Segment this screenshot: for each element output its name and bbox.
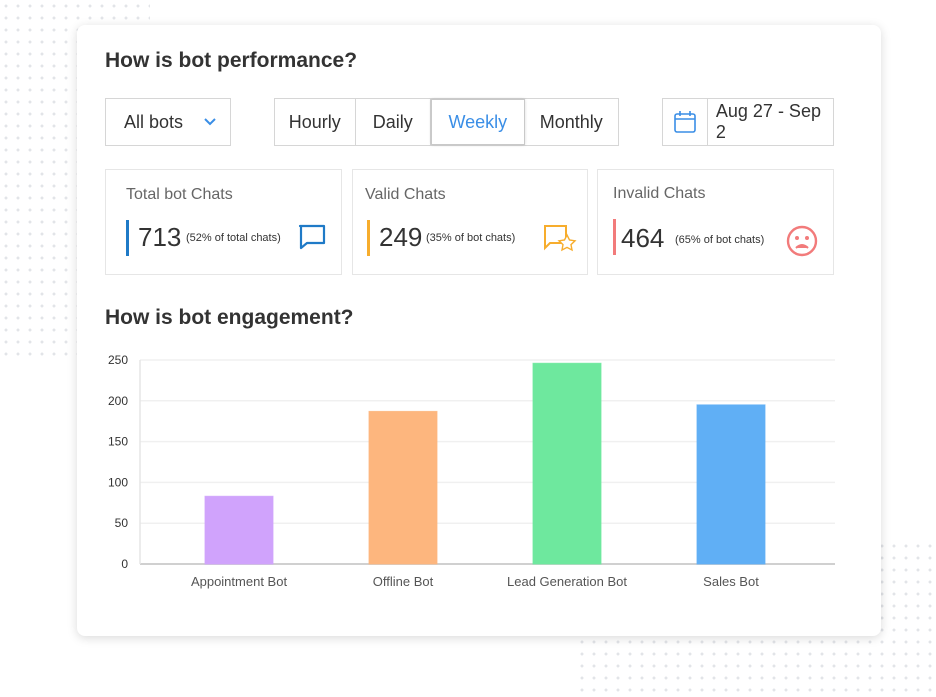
date-range-value: Aug 27 - Sep 2 <box>715 101 821 142</box>
chat-star-icon <box>544 225 577 252</box>
bot-select-value: All bots <box>124 111 184 132</box>
calendar-button[interactable] <box>663 99 708 145</box>
stat-title: Invalid Chats <box>613 185 706 202</box>
y-tick-label: 250 <box>108 353 128 367</box>
chevron-down-icon <box>204 118 216 126</box>
stat-valid-chats: Valid Chats 249 (35% of bot chats) <box>352 169 588 275</box>
tab-monthly[interactable]: Monthly <box>539 111 603 132</box>
dashboard-card: How is bot performance? All bots Hourly … <box>77 25 881 636</box>
stat-title: Valid Chats <box>365 186 446 203</box>
bot-select[interactable]: All bots <box>105 98 231 146</box>
x-tick-label: Offline Bot <box>373 574 434 589</box>
x-tick-label: Sales Bot <box>703 574 759 589</box>
y-tick-label: 100 <box>108 475 128 489</box>
stat-note: (65% of bot chats) <box>675 234 765 246</box>
y-tick-label: 50 <box>115 516 129 530</box>
x-tick-label: Appointment Bot <box>191 574 288 589</box>
stat-accent-bar <box>367 220 370 256</box>
date-range-picker[interactable]: Aug 27 - Sep 2 <box>662 98 834 146</box>
stat-note: (52% of total chats) <box>186 232 281 244</box>
tab-daily[interactable]: Daily <box>356 99 432 145</box>
bar-appointment-bot <box>204 495 274 565</box>
y-tick-label: 0 <box>121 557 128 571</box>
calendar-icon <box>674 111 696 133</box>
stat-title: Total bot Chats <box>126 186 233 203</box>
stat-value: 249 <box>379 222 423 252</box>
sad-face-icon <box>786 225 818 257</box>
stat-total-bot-chats: Total bot Chats 713 (52% of total chats) <box>105 169 342 275</box>
stat-note: (35% of bot chats) <box>426 232 516 244</box>
stat-invalid-chats: Invalid Chats 464 (65% of bot chats) <box>597 169 834 275</box>
stat-accent-bar <box>126 220 129 256</box>
tab-hourly[interactable]: Hourly <box>275 99 356 145</box>
bar-lead-generation-bot <box>532 362 602 565</box>
tab-weekly[interactable]: Weekly <box>431 99 525 145</box>
stat-value: 713 <box>138 222 182 252</box>
bar-offline-bot <box>368 410 438 565</box>
performance-title: How is bot performance? <box>105 49 358 72</box>
y-tick-label: 200 <box>108 394 128 408</box>
x-tick-label: Lead Generation Bot <box>507 574 627 589</box>
engagement-bar-chart: 0 50 100 150 200 250 Appointment Bot Offline Bo… <box>108 353 835 589</box>
bar-sales-bot <box>696 404 766 565</box>
period-tabs: Hourly Daily Weekly Monthly <box>274 98 619 146</box>
engagement-title: How is bot engagement? <box>105 306 354 329</box>
y-tick-label: 150 <box>108 435 128 449</box>
stat-value: 464 <box>621 223 665 253</box>
stat-accent-bar <box>613 219 616 255</box>
chat-bubble-icon <box>298 224 326 250</box>
